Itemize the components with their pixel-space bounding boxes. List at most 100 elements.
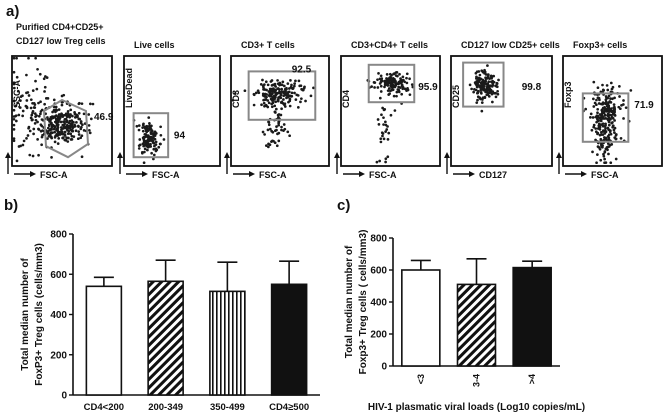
event-dot <box>408 93 412 97</box>
bar-1 <box>401 269 441 367</box>
event-dot <box>600 144 604 147</box>
event-dot <box>479 88 483 92</box>
event-dot <box>593 101 597 105</box>
event-dot <box>75 120 78 124</box>
event-dot <box>91 102 95 106</box>
event-dot <box>68 114 72 117</box>
event-dot <box>384 157 388 161</box>
y-axis-label: CD25 <box>451 85 461 108</box>
event-dot <box>281 80 285 84</box>
event-dot <box>151 139 155 143</box>
event-dot <box>147 135 151 139</box>
event-dot <box>278 81 282 85</box>
event-dot <box>399 81 403 85</box>
event-dot <box>271 130 275 134</box>
event-dot <box>13 114 17 118</box>
event-dot <box>596 153 599 156</box>
event-dot <box>144 144 147 147</box>
event-dot <box>620 103 623 107</box>
event-dot <box>266 128 270 132</box>
event-dot <box>482 82 485 86</box>
gating-title-6: Foxp3+ cells <box>573 40 627 50</box>
event-dot <box>290 91 294 95</box>
event-dot <box>478 77 481 80</box>
event-dot <box>152 157 155 161</box>
x-tick-label: 350-499 <box>210 402 245 413</box>
event-dot <box>607 128 610 131</box>
event-dot <box>67 136 70 140</box>
plot-frame-5 <box>450 55 553 167</box>
event-dot <box>496 89 499 93</box>
event-dot <box>377 123 381 126</box>
event-dot <box>34 115 37 118</box>
event-dot <box>607 120 611 123</box>
event-dot <box>596 118 599 121</box>
event-dot <box>603 113 607 117</box>
x-axis-label: CD127 <box>479 170 507 180</box>
event-dot <box>17 145 21 148</box>
event-dot <box>385 78 389 82</box>
gate-rect <box>581 92 630 143</box>
event-dot <box>386 89 390 93</box>
event-dot <box>30 113 34 117</box>
event-dot <box>147 116 151 119</box>
event-dot <box>252 103 256 107</box>
event-dot <box>275 144 279 148</box>
y-tick-label: 0 <box>381 362 387 373</box>
event-dot <box>477 70 481 73</box>
event-dot <box>51 110 54 114</box>
event-dots-1 <box>12 56 95 163</box>
event-dot <box>263 88 267 91</box>
event-dot <box>268 127 272 131</box>
event-dot <box>282 84 286 88</box>
event-dot <box>618 85 621 88</box>
event-dot <box>472 90 476 94</box>
event-dot <box>12 86 16 90</box>
event-dot <box>267 142 270 146</box>
event-dot <box>39 100 42 104</box>
event-dot <box>21 143 25 147</box>
event-dot <box>400 92 404 96</box>
event-dot <box>31 118 34 122</box>
event-dot <box>489 74 493 78</box>
event-dot <box>264 98 268 101</box>
x-tick-label: >4 <box>527 374 537 384</box>
event-dot <box>56 126 59 130</box>
event-dot <box>66 126 70 130</box>
event-dot <box>271 101 275 105</box>
event-dot <box>16 101 19 105</box>
event-dot <box>595 161 598 165</box>
gating-plot-3: CD3+ T cells 92.5 FSC-A CD3 <box>224 40 330 180</box>
event-dot <box>603 102 607 105</box>
event-dot <box>33 103 37 107</box>
event-dot <box>481 98 484 101</box>
y-tick-label: 0 <box>61 391 67 402</box>
event-dot <box>261 84 265 88</box>
event-dot <box>475 101 479 105</box>
plot-frame-6 <box>562 55 663 167</box>
event-dot <box>50 125 54 129</box>
event-dot <box>287 100 290 104</box>
event-dot <box>32 132 35 136</box>
event-dot <box>274 100 278 104</box>
event-dot <box>282 98 285 101</box>
x-arrow-head <box>359 171 365 177</box>
event-dot <box>286 82 290 85</box>
event-dot <box>21 114 24 118</box>
event-dot <box>25 73 28 77</box>
event-dot <box>73 115 77 119</box>
event-dot <box>286 91 289 94</box>
event-dot <box>396 74 399 78</box>
event-dot <box>142 161 146 165</box>
event-dot <box>629 89 633 92</box>
event-dot <box>477 80 480 84</box>
event-dot <box>483 96 487 100</box>
event-dot <box>613 126 617 130</box>
event-dot <box>87 128 91 132</box>
event-dot <box>79 120 83 123</box>
event-dot <box>15 75 19 79</box>
event-dot <box>43 102 46 106</box>
event-dot <box>288 97 292 101</box>
event-dot <box>162 138 166 141</box>
event-dots-2 <box>132 116 166 165</box>
